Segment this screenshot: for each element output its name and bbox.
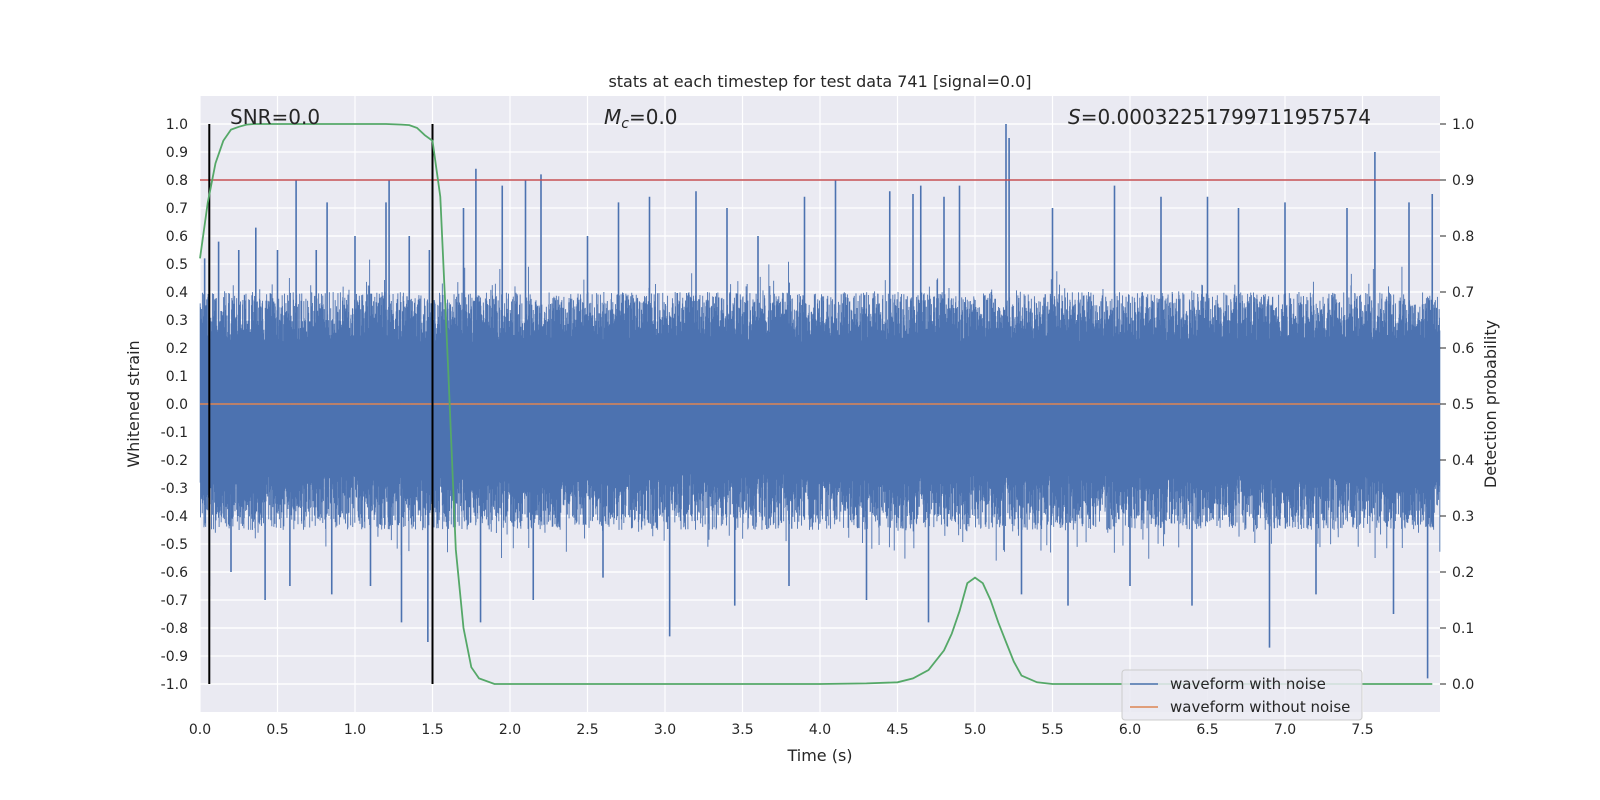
y-right-tick-label: 0.8 <box>1452 229 1474 245</box>
x-tick-label: 5.0 <box>964 722 986 738</box>
x-tick-label: 6.0 <box>1119 722 1141 738</box>
x-tick-label: 7.0 <box>1274 722 1296 738</box>
detection-probability-line <box>199 123 1433 685</box>
x-tick-label: 2.5 <box>576 722 598 738</box>
x-tick-label: 0.0 <box>189 722 211 738</box>
y-tick-label: -0.7 <box>161 593 188 609</box>
y-tick-label: 0.4 <box>166 285 188 301</box>
x-tick-label: 1.5 <box>421 722 443 738</box>
y-right-tick-label: 0.0 <box>1452 677 1474 693</box>
x-tick-label: 6.5 <box>1196 722 1218 738</box>
series-detection-probability <box>199 123 1433 685</box>
mc-value: =0.0 <box>629 105 678 129</box>
y-tick-label: -0.5 <box>161 537 188 553</box>
y-tick-label: 0.1 <box>166 369 188 385</box>
legend: waveform with noise waveform without noi… <box>1121 669 1363 721</box>
x-tick-label: 3.5 <box>731 722 753 738</box>
y-tick-label: -0.6 <box>161 565 188 581</box>
x-axis-label: Time (s) <box>786 746 852 765</box>
chart-title: stats at each timestep for test data 741… <box>608 72 1031 91</box>
legend-box <box>1121 669 1363 721</box>
reference-lines <box>200 124 1440 684</box>
x-tick-label: 5.5 <box>1041 722 1063 738</box>
y-tick-label: 0.0 <box>166 397 188 413</box>
y-axis-right-ticks: 1.0 0.9 0.8 0.7 0.6 0.5 0.4 0.3 0.2 0.1 0.0 <box>1440 117 1474 693</box>
snr-annotation: SNR=0.0 <box>230 105 320 129</box>
x-tick-label: 4.0 <box>809 722 831 738</box>
y-tick-label: 0.8 <box>166 173 188 189</box>
s-value: =0.0003225179971195757​4 <box>1081 105 1371 129</box>
y-axis-label: Whitened strain <box>124 340 143 467</box>
y-tick-label: 0.2 <box>166 341 188 357</box>
y-tick-label: -0.9 <box>161 649 188 665</box>
legend-label-without-noise: waveform without noise <box>1170 698 1350 716</box>
y-tick-label: -0.2 <box>161 453 188 469</box>
x-tick-label: 2.0 <box>499 722 521 738</box>
y-tick-label: 0.5 <box>166 257 188 273</box>
x-tick-label: 3.0 <box>654 722 676 738</box>
legend-label-with-noise: waveform with noise <box>1170 675 1326 693</box>
y-tick-label: 0.7 <box>166 201 188 217</box>
x-axis-ticks: 0.0 0.5 1.0 1.5 2.0 2.5 3.0 3.5 4.0 4.5 5.0 5.5 6.0 6… <box>189 722 1374 738</box>
y-right-tick-label: 0.6 <box>1452 341 1474 357</box>
series-waveform-with-noise <box>199 124 1441 679</box>
y-tick-label: -0.3 <box>161 481 188 497</box>
mc-subscript: c <box>621 116 629 132</box>
y-right-tick-label: 0.9 <box>1452 173 1474 189</box>
y-right-tick-label: 0.4 <box>1452 453 1474 469</box>
x-tick-label: 4.5 <box>886 722 908 738</box>
chirp-mass-annotation: Mc=0.0 <box>604 105 678 132</box>
y-tick-label: -0.8 <box>161 621 188 637</box>
y-tick-label: 0.9 <box>166 145 188 161</box>
y-right-tick-label: 0.5 <box>1452 397 1474 413</box>
y-right-tick-label: 1.0 <box>1452 117 1474 133</box>
y-tick-label: -0.4 <box>161 509 188 525</box>
y-tick-label: 0.6 <box>166 229 188 245</box>
y-tick-label: -0.1 <box>161 425 188 441</box>
y-right-tick-label: 0.2 <box>1452 565 1474 581</box>
y-right-tick-label: 0.1 <box>1452 621 1474 637</box>
y-axis-ticks: 1.0 0.9 0.8 0.7 0.6 0.5 0.4 0.3 0.2 0.1 0.0 -0.1 -0.… <box>161 117 188 693</box>
x-tick-label: 7.5 <box>1351 722 1373 738</box>
y-right-tick-label: 0.7 <box>1452 285 1474 301</box>
y-tick-label: -1.0 <box>161 677 188 693</box>
y-tick-label: 0.3 <box>166 313 188 329</box>
mc-symbol: M <box>604 105 621 129</box>
s-symbol: S <box>1068 105 1081 129</box>
y-tick-label: 1.0 <box>166 117 188 133</box>
y-axis-right-label: Detection probability <box>1481 320 1500 488</box>
s-annotation: S=0.0003225179971195757​4 <box>1068 105 1371 129</box>
y-right-tick-label: 0.3 <box>1452 509 1474 525</box>
x-tick-label: 0.5 <box>266 722 288 738</box>
x-tick-label: 1.0 <box>344 722 366 738</box>
